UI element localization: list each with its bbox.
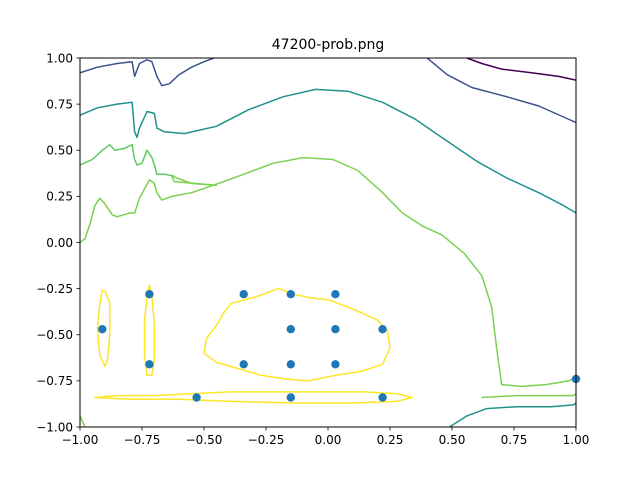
scatter-points: [98, 290, 581, 402]
contour-level-5-segment-1: [143, 284, 156, 377]
scatter-point-4: [286, 393, 295, 402]
x-tick-label-5: 0.25: [377, 433, 404, 447]
contour-level-5-segment-2: [203, 287, 391, 382]
scatter-point-1: [145, 290, 154, 299]
y-tick-label-6: 0.50: [46, 144, 73, 158]
x-tick-label-0: −1.00: [62, 433, 99, 447]
x-axis: −1.00 −0.75 −0.50 −0.25 0.00 0.25 0.50 0.75 1.00: [62, 427, 590, 447]
contour-level-2-segment-0: [80, 88, 576, 214]
contour-level-3-segment-0: [80, 143, 175, 177]
scatter-point-6: [239, 290, 248, 299]
scatter-point-11: [378, 325, 387, 334]
y-tick-label-1: −0.75: [36, 374, 73, 388]
contour-level-2-segment-1: [448, 402, 576, 427]
scatter-point-13: [286, 360, 295, 369]
x-tick-label-8: 1.00: [563, 433, 590, 447]
x-tick-label-2: −0.50: [186, 433, 223, 447]
contour-lines: [80, 58, 576, 427]
contour-level-5-segment-3: [94, 391, 414, 404]
scatter-point-3: [192, 393, 201, 402]
y-tick-label-2: −0.50: [36, 328, 73, 342]
y-tick-label-8: 1.00: [46, 51, 73, 65]
scatter-point-10: [331, 325, 340, 334]
y-tick-label-5: 0.25: [46, 190, 73, 204]
scatter-point-7: [286, 290, 295, 299]
scatter-point-14: [331, 360, 340, 369]
contour-level-4-segment-3: [80, 415, 86, 427]
y-tick-label-7: 0.75: [46, 97, 73, 111]
x-tick-label-7: 0.75: [501, 433, 528, 447]
scatter-point-2: [145, 360, 154, 369]
y-tick-label-3: −0.25: [36, 282, 73, 296]
scatter-point-5: [378, 393, 387, 402]
y-axis: −1.00 −0.75 −0.50 −0.25 0.00 0.25 0.50 0.75 1.00: [36, 51, 80, 434]
x-tick-label-1: −0.75: [124, 433, 161, 447]
x-tick-label-6: 0.50: [439, 433, 466, 447]
contour-level-4-segment-0: [80, 156, 576, 388]
contour-level-4-segment-2: [481, 393, 576, 399]
chart-title: 47200-prob.png: [272, 37, 384, 53]
contour-level-1-segment-0: [80, 58, 215, 87]
contour-level-1-segment-1: [426, 58, 576, 124]
x-tick-label-3: −0.25: [248, 433, 285, 447]
scatter-point-8: [331, 290, 340, 299]
x-tick-label-4: 0.00: [315, 433, 342, 447]
y-tick-label-4: 0.00: [46, 236, 73, 250]
scatter-point-12: [239, 360, 248, 369]
contour-level-5-segment-0: [96, 289, 111, 367]
scatter-point-9: [286, 325, 295, 334]
scatter-point-0: [98, 325, 107, 334]
contour-level-0-segment-0: [466, 58, 576, 81]
contour-level-4-segment-1: [171, 175, 218, 187]
y-tick-label-0: −1.00: [36, 420, 73, 434]
